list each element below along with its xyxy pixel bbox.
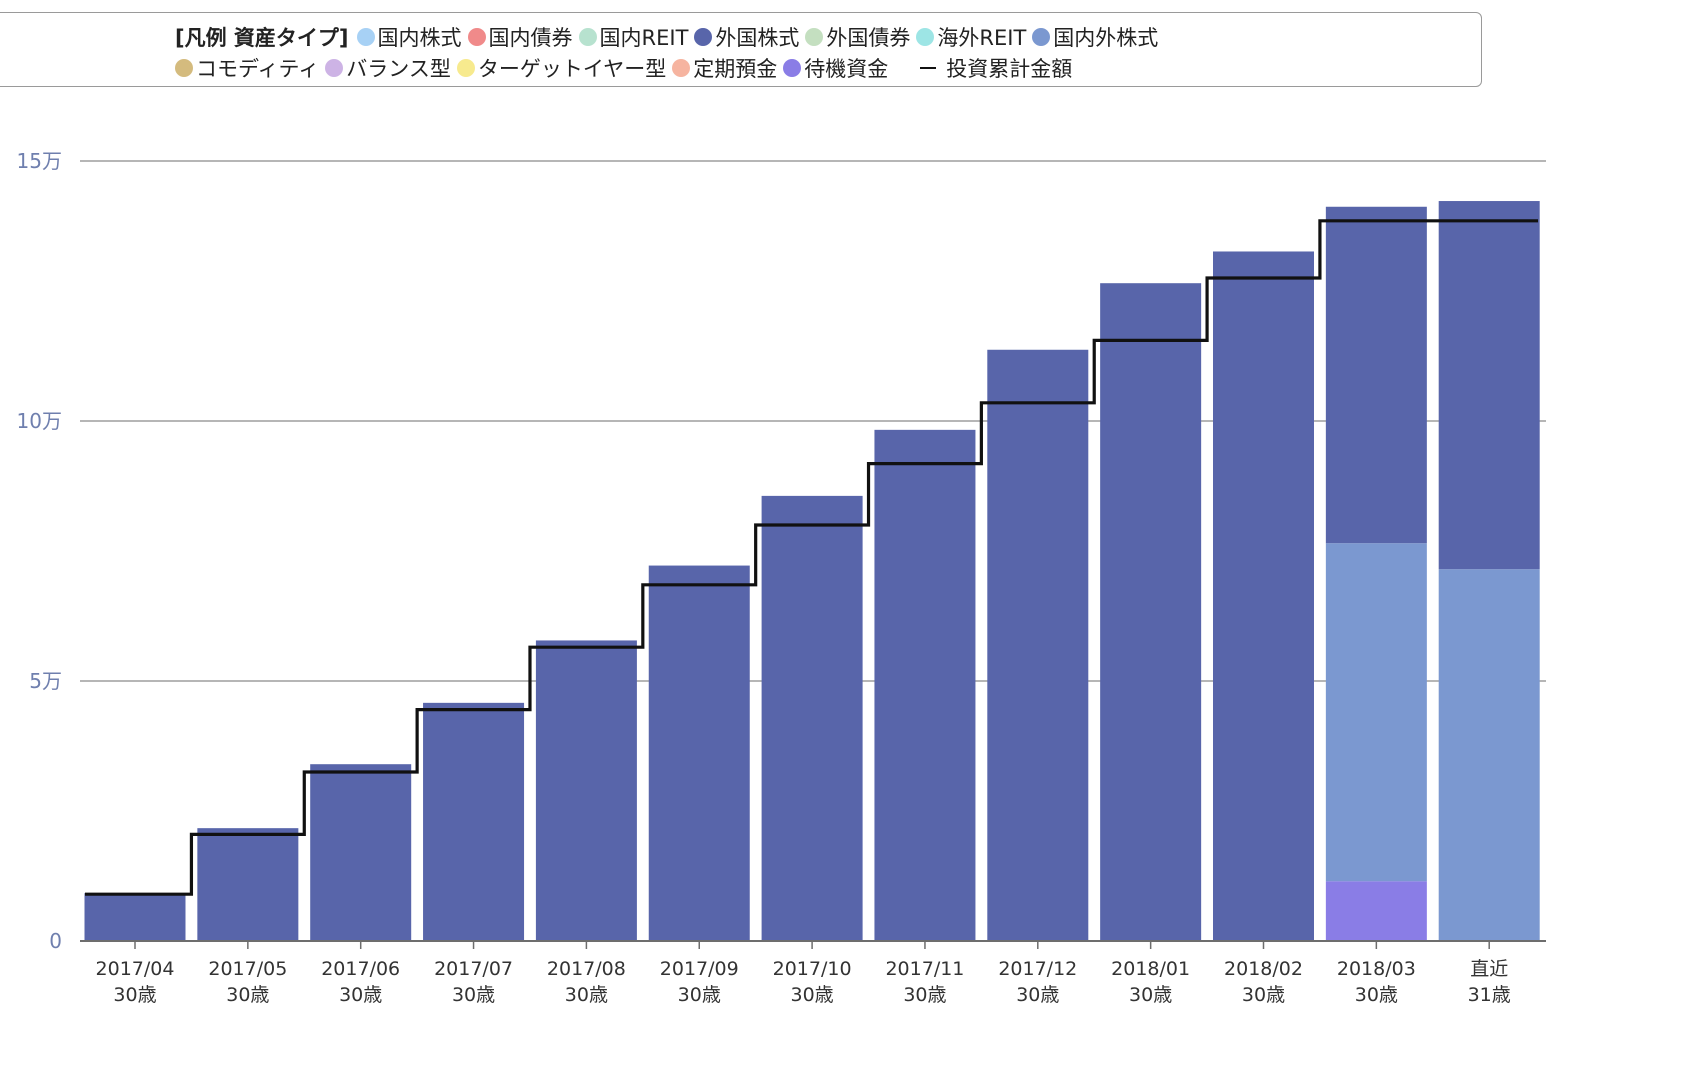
bar-segment bbox=[761, 495, 863, 941]
bar-segment bbox=[535, 640, 637, 941]
x-tick-age-label: 30歳 bbox=[565, 984, 608, 1006]
legend-label: 投資累計金額 bbox=[946, 57, 1073, 81]
legend-item[interactable]: ターゲットイヤー型 bbox=[456, 53, 667, 83]
legend-item[interactable]: 外国株式 bbox=[694, 22, 799, 52]
x-tick-age-label: 30歳 bbox=[113, 984, 156, 1006]
x-tick-label: 2017/11 bbox=[885, 958, 964, 980]
legend-label: バランス型 bbox=[346, 57, 451, 81]
legend-swatch-icon bbox=[175, 59, 193, 77]
y-tick-label: 15万 bbox=[17, 149, 62, 173]
bar-segment bbox=[1325, 881, 1427, 941]
legend-item[interactable]: 定期預金 bbox=[672, 53, 777, 83]
bar-segment bbox=[1438, 569, 1540, 941]
legend-swatch-icon bbox=[916, 28, 935, 46]
y-tick-label: 5万 bbox=[29, 669, 62, 693]
legend-label: 国内債券 bbox=[488, 26, 573, 50]
bar-segment bbox=[197, 828, 299, 941]
legend-item[interactable]: 待機資金 bbox=[783, 53, 888, 83]
bar-segment bbox=[1213, 251, 1314, 942]
x-tick-label: 直近 bbox=[1470, 958, 1508, 980]
legend-label: 国内外株式 bbox=[1053, 26, 1159, 50]
bar-segment bbox=[1438, 201, 1540, 570]
x-tick-age-label: 30歳 bbox=[1129, 984, 1172, 1006]
bar-segment bbox=[987, 349, 1089, 941]
x-tick-age-label: 30歳 bbox=[452, 984, 495, 1006]
legend-label: 外国債券 bbox=[826, 26, 911, 50]
bar-segment bbox=[1100, 283, 1202, 941]
legend-label: ターゲットイヤー型 bbox=[477, 57, 667, 81]
x-tick-age-label: 30歳 bbox=[1355, 984, 1398, 1006]
legend-item[interactable]: 海外REIT bbox=[916, 22, 1026, 52]
x-tick-age-label: 30歳 bbox=[678, 984, 721, 1006]
legend-swatch-icon bbox=[456, 59, 475, 77]
legend-item[interactable]: バランス型 bbox=[325, 53, 451, 83]
legend-label: 国内REIT bbox=[599, 26, 689, 50]
bar-segment bbox=[423, 702, 525, 941]
legend-swatch-icon bbox=[325, 59, 344, 77]
legend-item[interactable]: 国内債券 bbox=[467, 22, 573, 52]
legend-item[interactable]: コモディティ bbox=[175, 53, 319, 83]
legend-label: 待機資金 bbox=[804, 57, 889, 81]
legend-swatch-icon bbox=[467, 28, 486, 46]
legend-item[interactable]: 国内株式 bbox=[356, 22, 462, 52]
cumulative-investment-line bbox=[85, 219, 1538, 896]
legend-row: [凡例 資産タイプ] 国内株式 国内債券 国内REIT 外国株式 外国債券 海外REIT 国… bbox=[175, 22, 1164, 52]
x-tick-label: 2018/01 bbox=[1111, 958, 1190, 980]
x-tick-label: 2017/06 bbox=[321, 958, 400, 980]
x-tick-label: 2017/05 bbox=[208, 958, 287, 980]
legend-row: コモディティ バランス型 ターゲットイヤー型 定期預金 待機資金 投資累計金額 bbox=[175, 53, 1078, 83]
bar-segment bbox=[1325, 543, 1427, 882]
x-tick-label: 2018/03 bbox=[1337, 958, 1416, 980]
x-tick-label: 2017/10 bbox=[773, 958, 852, 980]
x-tick-label: 2017/04 bbox=[96, 958, 175, 980]
legend-swatch-icon bbox=[578, 28, 597, 46]
legend-swatch-icon bbox=[694, 28, 713, 46]
x-tick-age-label: 30歳 bbox=[226, 984, 269, 1006]
x-tick-label: 2018/02 bbox=[1224, 958, 1303, 980]
bar-segment bbox=[84, 893, 186, 941]
legend-swatch-icon bbox=[783, 59, 802, 77]
legend-title: [凡例 資産タイプ] bbox=[175, 26, 349, 50]
x-tick-label: 2017/09 bbox=[660, 958, 739, 980]
legend-label: コモディティ bbox=[196, 57, 320, 81]
x-tick-label: 2017/12 bbox=[998, 958, 1077, 980]
x-tick-age-label: 31歳 bbox=[1468, 984, 1511, 1006]
bar-segment bbox=[648, 565, 750, 941]
legend-label: 定期預金 bbox=[693, 57, 778, 81]
legend-label: 海外REIT bbox=[937, 26, 1027, 50]
legend-swatch-icon bbox=[805, 28, 824, 46]
legend-label: 外国株式 bbox=[715, 26, 800, 50]
x-tick-age-label: 30歳 bbox=[339, 984, 382, 1006]
legend-item[interactable]: 外国債券 bbox=[805, 22, 910, 52]
x-tick-age-label: 30歳 bbox=[903, 984, 946, 1006]
legend-swatch-icon bbox=[356, 28, 375, 46]
bar-segment bbox=[874, 429, 976, 941]
y-tick-label: 0 bbox=[49, 929, 62, 953]
x-tick-label: 2017/08 bbox=[547, 958, 626, 980]
legend-item-line[interactable]: 投資累計金額 bbox=[894, 53, 1072, 83]
x-tick-age-label: 30歳 bbox=[791, 984, 834, 1006]
line-swatch-icon bbox=[920, 67, 937, 69]
legend-swatch-icon bbox=[1032, 28, 1051, 46]
legend-label: 国内株式 bbox=[377, 26, 462, 50]
y-tick-label: 10万 bbox=[17, 409, 62, 433]
bar-segment bbox=[310, 764, 412, 941]
legend-item[interactable]: 国内REIT bbox=[578, 22, 689, 52]
x-tick-age-label: 30歳 bbox=[1242, 984, 1285, 1006]
x-tick-label: 2017/07 bbox=[434, 958, 513, 980]
legend-item[interactable]: 国内外株式 bbox=[1032, 22, 1158, 52]
legend bbox=[0, 12, 1482, 87]
bar-segment bbox=[1325, 206, 1427, 544]
x-tick-age-label: 30歳 bbox=[1016, 984, 1059, 1006]
legend-swatch-icon bbox=[672, 59, 691, 77]
